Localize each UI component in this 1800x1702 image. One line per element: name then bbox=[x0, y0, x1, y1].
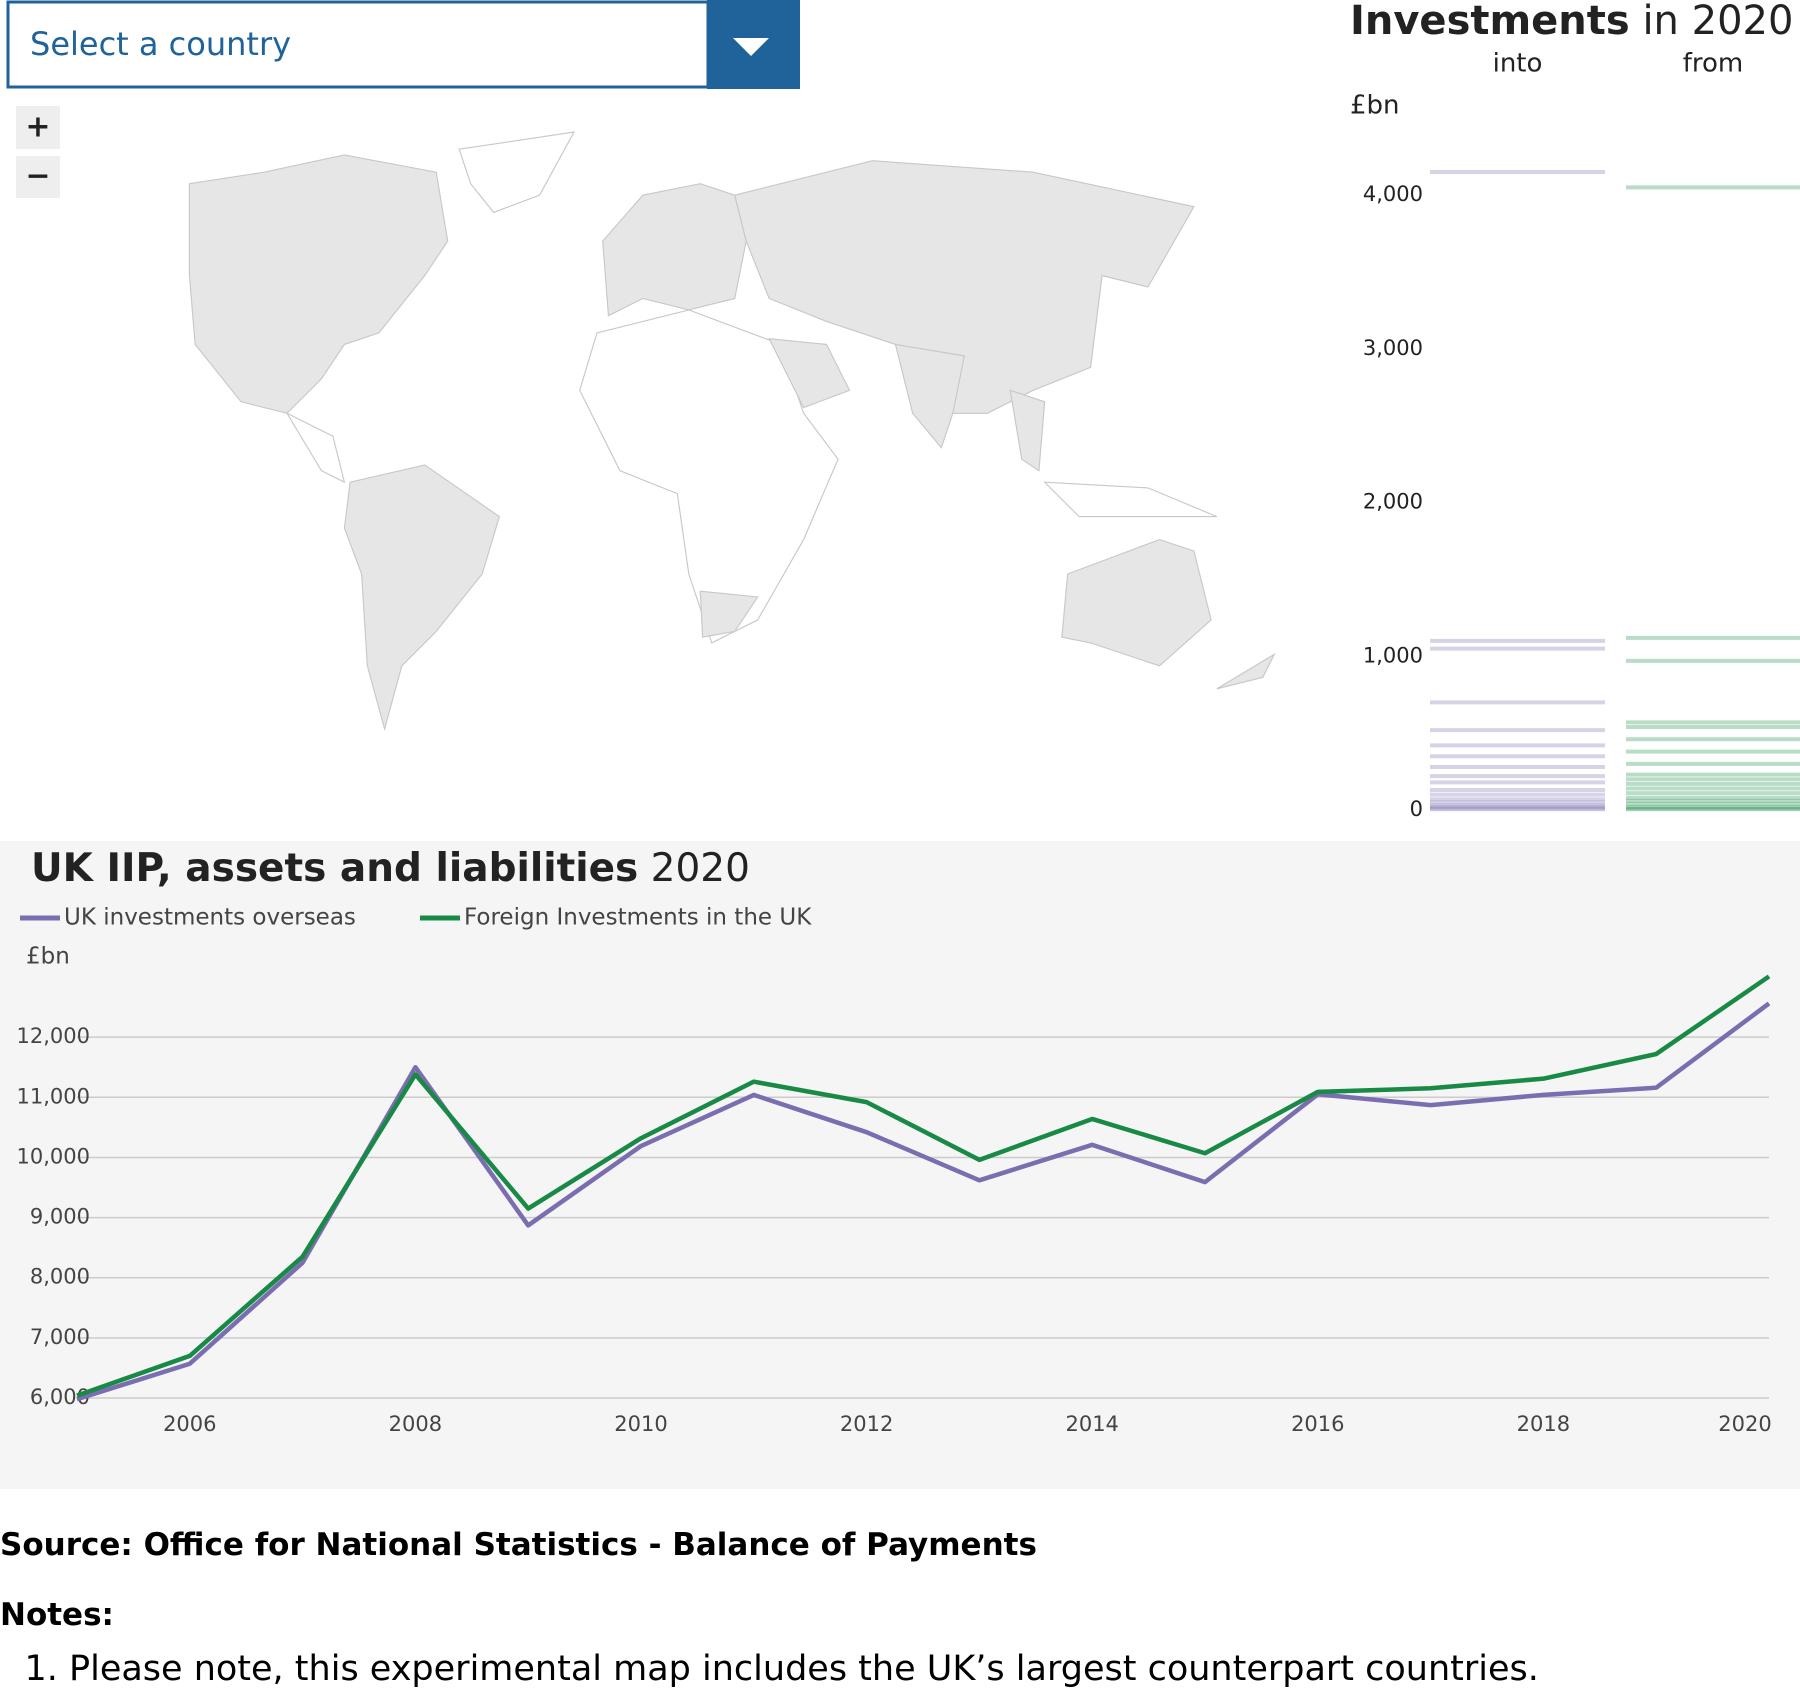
new-zealand[interactable] bbox=[1216, 652, 1276, 690]
legend-label: Foreign Investments in the UK bbox=[464, 905, 812, 931]
greenland[interactable] bbox=[458, 131, 576, 214]
south-america[interactable] bbox=[343, 464, 501, 732]
notes-list: Please note, this experimental map inclu… bbox=[0, 1644, 1800, 1694]
source: Source: Office for National Statistics -… bbox=[0, 1527, 1037, 1563]
line-title-main: UK IIP, assets and liabilities bbox=[31, 846, 638, 891]
dashboard: Select a country + − Investments in 2020… bbox=[0, 0, 1800, 1489]
indonesia[interactable] bbox=[1043, 481, 1218, 518]
asia[interactable] bbox=[734, 160, 1195, 414]
x-tick-label: 2016 bbox=[1291, 1412, 1344, 1436]
strip-title-main: Investments bbox=[1350, 0, 1630, 44]
dropdown-placeholder: Select a country bbox=[30, 25, 291, 63]
notes-heading: Notes: bbox=[0, 1597, 114, 1633]
dropdown-arrow bbox=[733, 38, 769, 56]
line-panel bbox=[0, 841, 1800, 1489]
world-map bbox=[188, 131, 1276, 732]
y-tick-label: 8,000 bbox=[30, 1265, 90, 1289]
y-tick-label: 7,000 bbox=[30, 1325, 90, 1349]
x-tick-label: 2018 bbox=[1517, 1412, 1570, 1436]
line-title: UK IIP, assets and liabilities 2020 bbox=[31, 846, 750, 891]
legend-label: UK investments overseas bbox=[64, 905, 356, 931]
strip-column-label: from bbox=[1683, 49, 1744, 79]
x-tick-label: 2020 bbox=[1718, 1412, 1771, 1436]
zoom-in-label: + bbox=[25, 110, 50, 145]
australia[interactable] bbox=[1061, 538, 1212, 667]
strip-unit: £bn bbox=[1350, 91, 1400, 121]
central-america[interactable] bbox=[285, 411, 346, 484]
x-tick-label: 2012 bbox=[840, 1412, 893, 1436]
europe[interactable] bbox=[602, 183, 747, 317]
strip-column-label: into bbox=[1493, 49, 1543, 79]
strip-y-tick-label: 3,000 bbox=[1363, 336, 1423, 360]
note: Please note, this experimental map inclu… bbox=[69, 1644, 1800, 1694]
southeast-asia[interactable] bbox=[1009, 389, 1046, 472]
line-series bbox=[76, 974, 1771, 1398]
zoom-out-button[interactable] bbox=[16, 156, 60, 198]
line-title-year: 2020 bbox=[651, 846, 750, 891]
x-tick-label: 2010 bbox=[614, 1412, 667, 1436]
india[interactable] bbox=[894, 343, 965, 449]
strip-y-tick-label: 1,000 bbox=[1363, 643, 1423, 667]
x-tick-label: 2008 bbox=[389, 1412, 442, 1436]
x-tick-label: 2006 bbox=[163, 1412, 216, 1436]
line-unit: £bn bbox=[26, 944, 70, 970]
saudi-arabia[interactable] bbox=[768, 337, 851, 409]
country-dropdown[interactable] bbox=[6, 0, 710, 89]
y-tick-label: 11,000 bbox=[17, 1084, 90, 1108]
y-tick-label: 12,000 bbox=[17, 1024, 90, 1048]
y-tick-label: 10,000 bbox=[17, 1144, 90, 1168]
strip-y-tick-label: 4,000 bbox=[1363, 182, 1423, 206]
north-america[interactable] bbox=[188, 154, 449, 414]
footer: Source: Office for National Statistics -… bbox=[0, 1520, 1800, 1694]
x-tick-label: 2014 bbox=[1065, 1412, 1118, 1436]
strip-title: Investments in 2020 bbox=[1350, 0, 1793, 44]
strip-y-tick-label: 2,000 bbox=[1363, 490, 1423, 514]
zoom-out-label: − bbox=[25, 159, 50, 194]
south-africa[interactable] bbox=[699, 590, 759, 638]
strip-y-tick-label: 0 bbox=[1410, 797, 1423, 821]
y-tick-label: 9,000 bbox=[30, 1205, 90, 1229]
strip-title-suffix: in 2020 bbox=[1642, 0, 1793, 44]
zoom-in-button[interactable] bbox=[16, 106, 60, 149]
